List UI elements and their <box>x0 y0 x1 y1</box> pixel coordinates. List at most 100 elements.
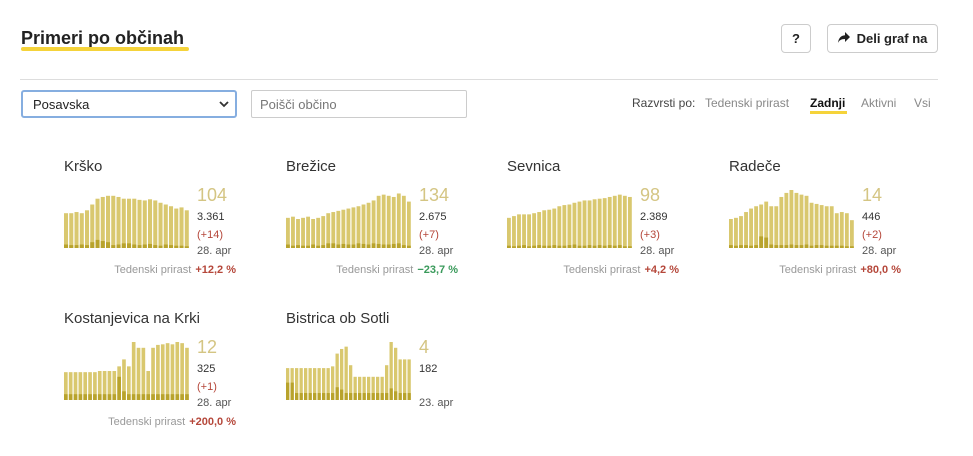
date-value: 28. apr <box>640 245 675 257</box>
chart-bar <box>537 212 542 248</box>
chart-bar-segment <box>137 245 142 248</box>
chart-bar <box>68 372 73 400</box>
sort-option-active[interactable]: Aktivni <box>861 96 897 110</box>
chart-bar <box>313 368 317 400</box>
chart-bar-segment <box>335 387 339 400</box>
chevron-down-icon <box>219 101 229 108</box>
chart-bar-segment <box>291 245 295 248</box>
municipality-chart <box>286 342 411 400</box>
chart-bar-segment <box>179 245 184 248</box>
chart-bar <box>849 220 854 248</box>
region-select[interactable]: Posavska <box>21 90 237 118</box>
chart-bar <box>389 342 393 400</box>
chart-bar <box>97 371 102 400</box>
chart-bar-segment <box>381 244 386 248</box>
chart-bar-segment <box>562 245 567 248</box>
chart-bar-segment <box>361 243 366 248</box>
chart-bar <box>296 219 300 248</box>
total-value: 325 <box>197 363 216 375</box>
chart-bar-segment <box>304 393 308 400</box>
help-button[interactable]: ? <box>781 24 811 53</box>
chart-bar <box>331 212 336 248</box>
chart-bar-segment <box>317 393 321 400</box>
chart-bar <box>336 210 341 248</box>
sort-option-all[interactable]: Vsi <box>914 96 931 110</box>
total-value: 2.675 <box>419 211 447 223</box>
chart-bar-segment <box>170 394 175 400</box>
chart-bar-segment <box>527 246 531 248</box>
chart-bar-segment <box>784 245 789 248</box>
chart-bar-segment <box>577 245 582 248</box>
municipality-name[interactable]: Radeče <box>729 158 781 175</box>
share-button[interactable]: Deli graf na <box>827 24 938 53</box>
chart-bar <box>286 217 290 248</box>
chart-bar-segment <box>351 244 356 248</box>
municipality-name[interactable]: Bistrica ob Sotli <box>286 310 390 327</box>
municipality-name[interactable]: Kostanjevica na Krki <box>64 310 200 327</box>
chart-bar-segment <box>88 394 92 400</box>
chart-bar <box>567 204 572 248</box>
chart-bar-segment <box>507 245 511 248</box>
chart-bar-segment <box>587 245 592 248</box>
search-input[interactable] <box>251 90 467 118</box>
municipality-chart <box>64 195 189 248</box>
chart-bar-segment <box>111 245 116 248</box>
chart-bar-segment <box>542 245 547 248</box>
weekly-growth-value: +12,2 % <box>195 264 236 276</box>
chart-bar <box>148 199 153 248</box>
chart-bar-segment <box>336 244 341 248</box>
chart-bar-segment <box>311 244 316 248</box>
chart-bar-segment <box>809 245 814 248</box>
chart-bar <box>764 201 769 248</box>
chart-bar <box>88 372 92 400</box>
chart-bar-segment <box>69 245 74 248</box>
chart-bar-segment <box>522 245 526 248</box>
chart-bar-segment <box>141 394 146 400</box>
chart-bar-segment <box>295 393 299 400</box>
weekly-growth: Tedenski prirast +12,2 % <box>114 264 236 276</box>
chart-bar <box>170 344 175 400</box>
chart-bar-segment <box>572 244 577 248</box>
municipality-card: Kostanjevica na Krki 12 325 (+1) 28. apr Tede… <box>64 310 274 450</box>
chart-bar <box>340 348 344 400</box>
chart-bar-segment <box>180 394 184 400</box>
chart-bar <box>326 213 331 248</box>
delta-value: (+7) <box>419 229 439 241</box>
chart-bar <box>79 213 84 248</box>
municipality-name[interactable]: Krško <box>64 158 103 175</box>
municipality-chart <box>729 190 854 248</box>
chart-bar <box>349 365 353 400</box>
chart-bar <box>824 206 829 248</box>
chart-bar <box>361 204 366 248</box>
chart-bar-segment <box>799 245 804 248</box>
chart-bar <box>376 376 380 400</box>
chart-bar-segment <box>313 393 317 400</box>
municipality-name[interactable]: Brežice <box>286 158 337 175</box>
chart-bar-segment <box>286 244 290 248</box>
chart-bar-segment <box>552 245 557 248</box>
chart-bar-segment <box>117 376 121 400</box>
delta-value: (+2) <box>862 229 882 241</box>
chart-bar-segment <box>146 394 151 400</box>
chart-bar-segment <box>169 245 174 248</box>
sort-option-latest[interactable]: Zadnji <box>810 96 846 110</box>
municipality-name[interactable]: Sevnica <box>507 158 561 175</box>
chart-bar <box>622 195 627 248</box>
chart-bar-segment <box>547 245 552 248</box>
municipality-chart <box>507 194 632 248</box>
chart-bar-segment <box>814 245 819 248</box>
chart-bar <box>839 212 844 248</box>
chart-bar <box>299 368 303 400</box>
chart-bar <box>834 213 839 248</box>
chart-bar-segment <box>557 245 562 248</box>
chart-bar-segment <box>362 393 366 400</box>
chart-bar <box>95 198 100 248</box>
chart-bar-segment <box>389 388 393 400</box>
sort-option-weekly-growth[interactable]: Tedenski prirast <box>705 96 790 110</box>
chart-bar-segment <box>346 244 351 248</box>
chart-bar <box>153 200 158 248</box>
chart-bar-segment <box>769 244 774 248</box>
chart-bar-segment <box>804 244 809 248</box>
chart-bar-segment <box>83 394 88 400</box>
chart-bar-segment <box>512 246 516 248</box>
